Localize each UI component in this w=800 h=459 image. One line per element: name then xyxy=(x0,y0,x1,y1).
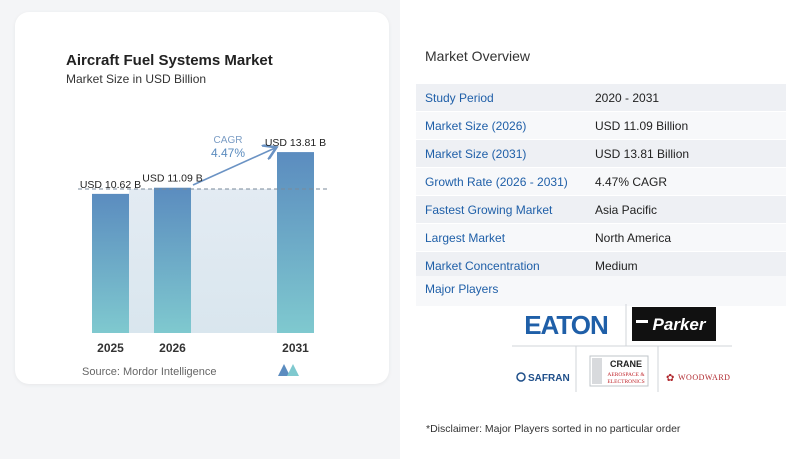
parker-logo: Parker xyxy=(653,315,707,334)
table-row: Market Size (2026) USD 11.09 Billion xyxy=(416,112,786,140)
crane-emblem xyxy=(592,358,602,384)
x-tick-2025: 2025 xyxy=(97,341,124,355)
bar-2026 xyxy=(154,187,191,333)
row-label: Market Size (2031) xyxy=(425,146,527,161)
overview-table: Study Period 2020 - 2031 Market Size (20… xyxy=(416,84,786,280)
crane-logo: CRANE xyxy=(610,359,642,369)
data-label-2025: USD 10.62 B xyxy=(80,179,141,191)
row-value: 4.47% CAGR xyxy=(595,174,668,189)
x-tick-2026: 2026 xyxy=(159,341,186,355)
disclaimer-text: *Disclaimer: Major Players sorted in no … xyxy=(426,423,681,435)
table-row: Fastest Growing Market Asia Pacific xyxy=(416,196,786,224)
row-label: Fastest Growing Market xyxy=(425,202,553,217)
major-players-logos: EATON Parker CRANE AEROSPACE & ELECTRONI… xyxy=(512,304,732,392)
row-value: North America xyxy=(595,230,672,245)
mordor-logo-icon xyxy=(278,364,299,376)
chart-subtitle: Market Size in USD Billion xyxy=(66,72,207,86)
forecast-region-background xyxy=(129,189,277,333)
bar-chart: CAGR 4.47% USD 10.62 B 2025 USD 11.09 B 202… xyxy=(78,135,328,355)
major-players-label: Major Players xyxy=(416,276,786,306)
row-label: Market Size (2026) xyxy=(425,118,527,133)
table-row: Growth Rate (2026 - 2031) 4.47% CAGR xyxy=(416,168,786,196)
eaton-logo: EATON xyxy=(524,310,608,340)
market-overview-panel: Market Overview Study Period 2020 - 2031… xyxy=(400,0,800,459)
parker-logo-box xyxy=(632,307,716,341)
crane-logo-sub2: ELECTRONICS xyxy=(607,379,644,385)
row-value: 2020 - 2031 xyxy=(595,90,660,105)
cagr-arrow xyxy=(192,148,275,186)
bar-2025 xyxy=(92,193,129,333)
row-value: Medium xyxy=(595,258,638,273)
crane-logo-sub1: AEROSPACE & xyxy=(607,372,645,378)
x-tick-2031: 2031 xyxy=(282,341,309,355)
table-row: Study Period 2020 - 2031 xyxy=(416,84,786,112)
row-label: Study Period xyxy=(425,90,494,105)
woodward-logo-icon: ✿ xyxy=(666,373,674,384)
table-row: Largest Market North America xyxy=(416,224,786,252)
parker-stripe xyxy=(636,320,648,323)
row-value: USD 11.09 Billion xyxy=(595,118,689,133)
row-value: USD 13.81 Billion xyxy=(595,146,690,161)
row-value: Asia Pacific xyxy=(595,202,658,217)
woodward-logo: WOODWARD xyxy=(678,373,730,382)
safran-logo: SAFRAN xyxy=(528,373,570,384)
row-label: Largest Market xyxy=(425,230,506,245)
overview-title: Market Overview xyxy=(425,48,531,64)
row-label: Growth Rate (2026 - 2031) xyxy=(425,174,568,189)
safran-logo-icon xyxy=(516,372,526,382)
cagr-value: 4.47% xyxy=(211,146,245,160)
table-row: Market Size (2031) USD 13.81 Billion xyxy=(416,140,786,168)
row-label: Market Concentration xyxy=(425,258,540,273)
bar-2031 xyxy=(277,152,314,333)
data-label-2031: USD 13.81 B xyxy=(265,137,326,149)
data-label-2026: USD 11.09 B xyxy=(142,173,203,185)
source-text: Source: Mordor Intelligence xyxy=(82,366,217,378)
chart-title: Aircraft Fuel Systems Market xyxy=(66,52,273,69)
cagr-label: CAGR xyxy=(214,135,243,146)
